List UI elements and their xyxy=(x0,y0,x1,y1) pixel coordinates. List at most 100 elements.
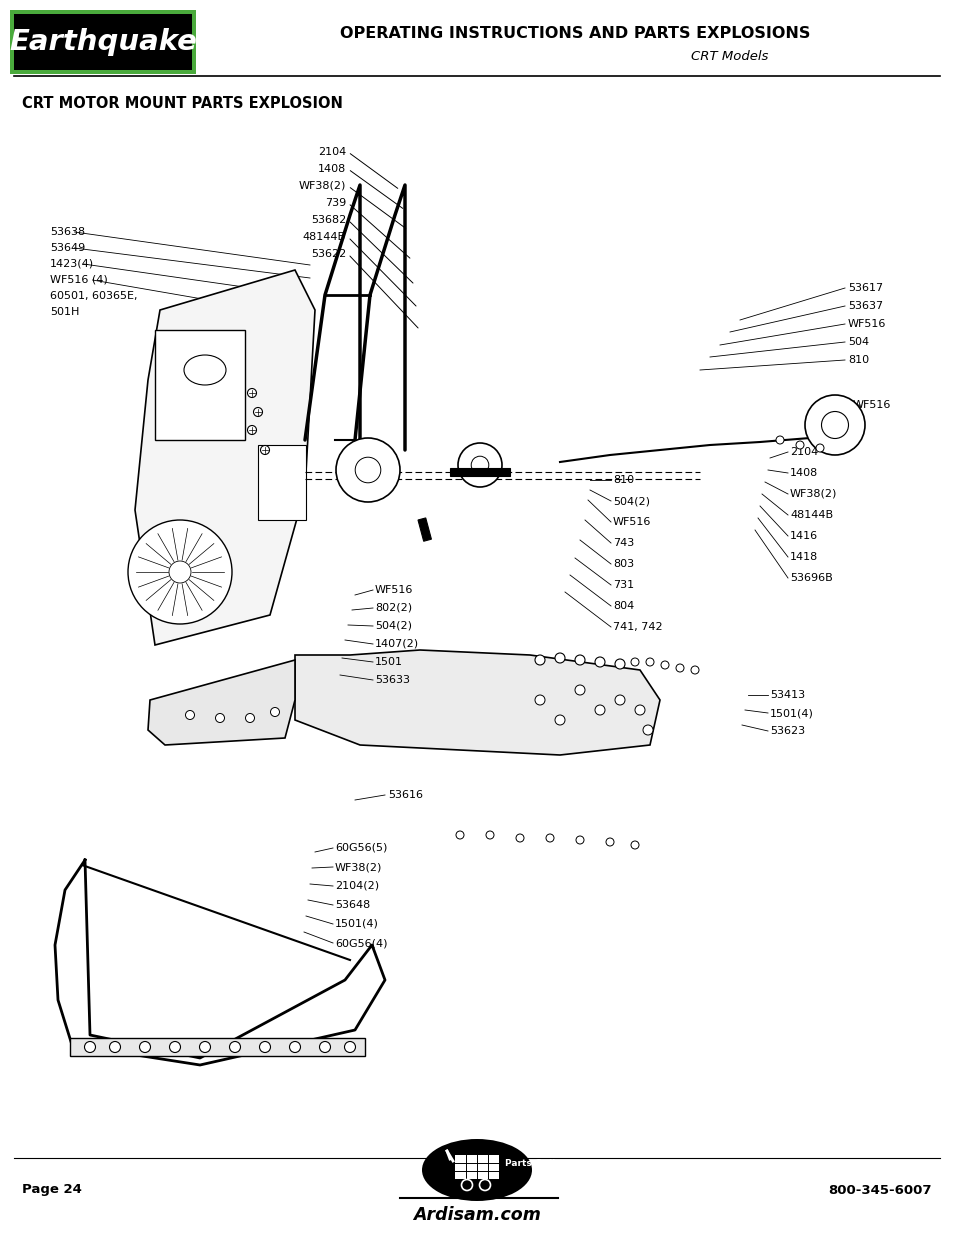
Circle shape xyxy=(815,445,823,452)
Text: 53649: 53649 xyxy=(50,243,85,253)
Text: 2104: 2104 xyxy=(789,447,818,457)
Text: 1407(2): 1407(2) xyxy=(375,638,418,650)
Text: 48144B: 48144B xyxy=(302,232,346,242)
Circle shape xyxy=(471,456,488,474)
Text: 2104(2): 2104(2) xyxy=(335,881,378,890)
Text: Parts Online: Parts Online xyxy=(504,1158,567,1167)
Bar xyxy=(257,445,306,520)
Text: Ardisam.com: Ardisam.com xyxy=(413,1207,540,1224)
Circle shape xyxy=(576,836,583,844)
Text: 53696B: 53696B xyxy=(789,573,832,583)
Circle shape xyxy=(247,389,256,398)
Text: 741, 742: 741, 742 xyxy=(613,622,662,632)
Text: 504: 504 xyxy=(847,337,868,347)
Bar xyxy=(455,1155,498,1179)
Text: 1416: 1416 xyxy=(789,531,818,541)
Circle shape xyxy=(461,1179,472,1191)
Circle shape xyxy=(555,653,564,663)
Circle shape xyxy=(615,659,624,669)
Circle shape xyxy=(247,426,256,435)
Text: 53622: 53622 xyxy=(311,249,346,259)
Circle shape xyxy=(253,408,262,416)
Text: Page 24: Page 24 xyxy=(22,1183,82,1197)
Text: WF516: WF516 xyxy=(852,400,890,410)
Text: 1408: 1408 xyxy=(789,468,818,478)
Text: 739: 739 xyxy=(324,198,346,207)
Circle shape xyxy=(260,446,269,454)
Circle shape xyxy=(457,443,501,487)
Text: WF516: WF516 xyxy=(847,319,885,329)
Circle shape xyxy=(199,1041,211,1052)
Text: 53617: 53617 xyxy=(847,283,882,293)
Text: 53633: 53633 xyxy=(375,676,410,685)
Text: 60501, 60365E,: 60501, 60365E, xyxy=(50,291,137,301)
Text: 810: 810 xyxy=(847,354,868,366)
Circle shape xyxy=(170,1041,180,1052)
Circle shape xyxy=(545,834,554,842)
Circle shape xyxy=(676,664,683,672)
Text: 53413: 53413 xyxy=(769,690,804,700)
Circle shape xyxy=(630,658,639,666)
Circle shape xyxy=(575,685,584,695)
Circle shape xyxy=(185,710,194,720)
Polygon shape xyxy=(148,659,294,745)
Text: OPERATING INSTRUCTIONS AND PARTS EXPLOSIONS: OPERATING INSTRUCTIONS AND PARTS EXPLOSI… xyxy=(339,26,809,42)
Text: WF38(2): WF38(2) xyxy=(789,489,837,499)
Circle shape xyxy=(630,841,639,848)
Bar xyxy=(70,1037,365,1056)
Text: 53637: 53637 xyxy=(847,301,882,311)
Bar xyxy=(154,330,245,440)
Circle shape xyxy=(479,1179,490,1191)
Text: 501H: 501H xyxy=(50,308,79,317)
Text: 743: 743 xyxy=(613,538,634,548)
Circle shape xyxy=(289,1041,300,1052)
Text: WF38(2): WF38(2) xyxy=(335,862,382,872)
Ellipse shape xyxy=(184,354,226,385)
Text: WF516: WF516 xyxy=(613,517,651,527)
Circle shape xyxy=(642,725,652,735)
Circle shape xyxy=(456,831,463,839)
Text: 504(2): 504(2) xyxy=(613,496,649,506)
Circle shape xyxy=(485,831,494,839)
Circle shape xyxy=(215,714,224,722)
Circle shape xyxy=(595,705,604,715)
Circle shape xyxy=(230,1041,240,1052)
Circle shape xyxy=(271,708,279,716)
Text: Earthquake: Earthquake xyxy=(9,28,196,56)
Circle shape xyxy=(85,1041,95,1052)
Circle shape xyxy=(575,655,584,664)
Circle shape xyxy=(110,1041,120,1052)
Polygon shape xyxy=(294,650,659,755)
Bar xyxy=(450,468,510,475)
Text: 53638: 53638 xyxy=(50,227,85,237)
Text: 2104: 2104 xyxy=(317,147,346,157)
Circle shape xyxy=(245,714,254,722)
Circle shape xyxy=(139,1041,151,1052)
Text: 802(2): 802(2) xyxy=(375,603,412,613)
Text: CRT MOTOR MOUNT PARTS EXPLOSION: CRT MOTOR MOUNT PARTS EXPLOSION xyxy=(22,96,342,111)
Circle shape xyxy=(645,658,654,666)
Text: 731: 731 xyxy=(613,580,634,590)
Text: 48144B: 48144B xyxy=(789,510,832,520)
Text: WF516: WF516 xyxy=(375,585,413,595)
Circle shape xyxy=(169,561,191,583)
Text: 504(2): 504(2) xyxy=(375,621,412,631)
Bar xyxy=(417,517,431,541)
Text: WF38(2): WF38(2) xyxy=(298,182,346,191)
Circle shape xyxy=(615,695,624,705)
Text: 804: 804 xyxy=(613,601,634,611)
Circle shape xyxy=(355,457,380,483)
Text: 53648: 53648 xyxy=(335,900,370,910)
Text: 60G56(4): 60G56(4) xyxy=(335,939,387,948)
Text: 1408: 1408 xyxy=(317,164,346,174)
Text: 1501(4): 1501(4) xyxy=(769,708,813,718)
Circle shape xyxy=(535,695,544,705)
Circle shape xyxy=(128,520,232,624)
Bar xyxy=(14,14,192,70)
Text: 1423(4): 1423(4) xyxy=(50,259,94,269)
Circle shape xyxy=(335,438,399,501)
Text: WF516 (4): WF516 (4) xyxy=(50,275,108,285)
Circle shape xyxy=(635,705,644,715)
Text: 1501: 1501 xyxy=(375,657,402,667)
Ellipse shape xyxy=(421,1139,532,1200)
